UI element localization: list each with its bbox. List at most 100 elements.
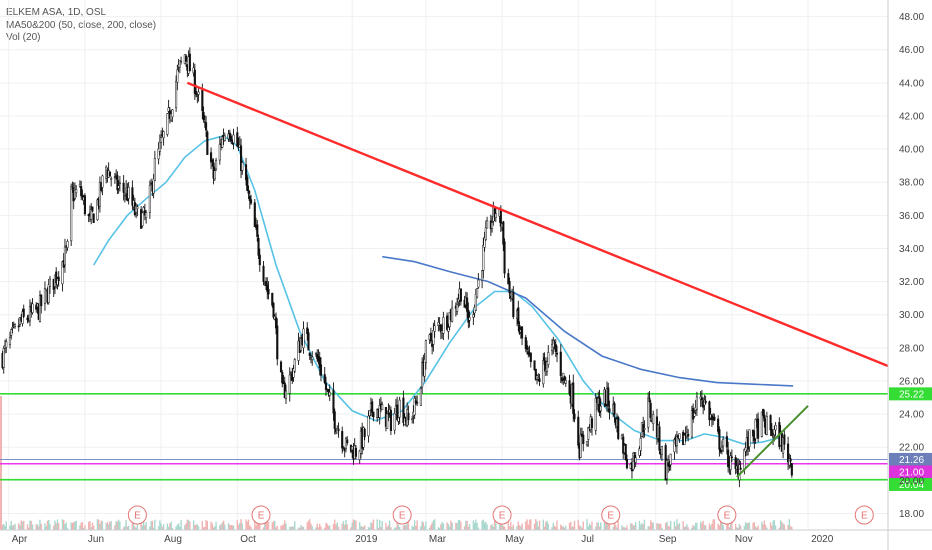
volume-bar <box>247 519 250 530</box>
volume-bar <box>717 523 719 530</box>
volume-bar <box>774 525 777 530</box>
candle-body <box>153 158 156 181</box>
volume-bar <box>390 527 392 530</box>
candle-body <box>2 348 5 368</box>
volume-bar <box>708 523 711 530</box>
volume-bar <box>236 520 238 530</box>
volume-bar <box>109 521 111 530</box>
candle-body <box>113 176 116 178</box>
volume-bar <box>10 520 12 530</box>
candle-body <box>468 317 471 321</box>
candle-body <box>267 288 270 295</box>
volume-bar <box>393 527 396 530</box>
earnings-marker <box>601 505 621 525</box>
volume-bar <box>82 527 85 530</box>
candle-body <box>503 241 506 274</box>
candle-body <box>722 438 725 447</box>
volume-bar <box>643 519 646 530</box>
candle-body <box>236 132 239 147</box>
volume-bar <box>553 525 556 530</box>
volume-bar <box>302 526 305 530</box>
volume-bar <box>701 523 703 530</box>
volume-bar <box>783 524 786 530</box>
volume-bar <box>214 526 216 530</box>
candle-body <box>787 443 790 463</box>
volume-bar <box>789 526 792 530</box>
volume-bar <box>423 526 426 530</box>
volume-bar <box>186 519 189 530</box>
trendlines[interactable] <box>186 81 889 478</box>
volume-bar <box>61 519 64 530</box>
candle-body <box>327 389 330 393</box>
candle-body <box>272 302 275 318</box>
volume-bar <box>221 522 224 530</box>
volume-bar <box>669 520 672 530</box>
volume-bar <box>682 521 684 530</box>
candlesticks <box>1 47 793 488</box>
volume-bar <box>756 527 758 530</box>
volume-bar <box>395 527 397 530</box>
earnings-marker-label: E <box>258 511 265 522</box>
volume-bar <box>231 525 234 530</box>
candle-body <box>92 213 95 223</box>
candle-body <box>748 429 751 448</box>
volume-bar <box>107 524 110 530</box>
candle-body <box>398 399 401 418</box>
level-badge-label: 20.04 <box>899 480 924 491</box>
volume-bar <box>652 522 654 530</box>
candle-body <box>8 337 12 345</box>
volume-bar <box>608 520 611 530</box>
candle-body <box>476 288 479 298</box>
volume-bar <box>350 527 352 530</box>
volume-bar <box>606 522 608 530</box>
volume-bar <box>141 525 144 530</box>
volume-bar <box>431 522 433 530</box>
volume-bar <box>175 526 177 530</box>
volume-bar <box>568 522 571 530</box>
candle-body <box>720 446 723 451</box>
volume-bar <box>772 520 774 530</box>
volume-bar <box>699 521 702 530</box>
price-tick-label: 38.00 <box>899 178 924 189</box>
candle-body <box>669 453 672 466</box>
volume-bar <box>560 524 562 530</box>
volume-bar <box>778 527 781 530</box>
candle-body <box>730 456 733 458</box>
time-axis[interactable]: Apr Jun Aug Oct 2019 Mar May Jul Sep Nov 2020 <box>0 529 932 545</box>
candle-body <box>381 404 384 411</box>
volume-bar <box>166 523 169 530</box>
volume-bar <box>124 526 126 530</box>
volume-bar <box>334 519 336 530</box>
volume-bar <box>13 525 15 530</box>
volume-bar <box>117 519 120 530</box>
legend-ma-indicator[interactable]: MA50&200 (50, close, 200, close) <box>6 19 157 31</box>
volume-bar <box>157 526 160 530</box>
candle-body <box>215 160 218 170</box>
volume-bar <box>581 527 583 530</box>
legend-volume-indicator[interactable]: Vol (20) <box>6 32 41 43</box>
candle-body <box>397 417 400 422</box>
price-axis[interactable]: 18.00 20.00 22.00 24.00 26.00 28.00 30.00 32.00… <box>887 0 924 550</box>
candle-body <box>117 185 120 189</box>
candle-body <box>371 401 374 413</box>
legend-symbol[interactable]: ELKEM ASA, 1D, OSL <box>6 7 107 18</box>
volume-bar <box>752 522 754 530</box>
volume-bar <box>21 521 24 530</box>
candle-body <box>687 433 690 437</box>
volume-bar <box>512 524 515 530</box>
volume-bar <box>151 520 154 530</box>
volume-bar <box>712 519 714 530</box>
volume-bar <box>762 524 764 530</box>
volume-bar <box>249 525 251 530</box>
volume-bar <box>677 524 679 530</box>
volume-bar <box>458 519 461 530</box>
time-tick-label: Sep <box>659 534 677 545</box>
green-uptrend-line <box>736 405 809 478</box>
volume-bar <box>116 521 119 530</box>
candle-body <box>466 297 469 312</box>
candle-body <box>141 212 144 227</box>
volume-bar <box>219 525 221 530</box>
candle-body <box>590 418 594 428</box>
